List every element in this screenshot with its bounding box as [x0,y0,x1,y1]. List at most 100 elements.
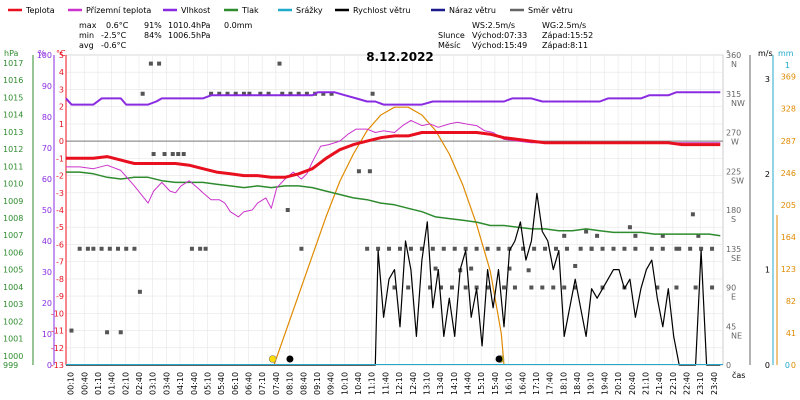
tick-time: 22:10 [669,372,678,395]
tick-time: 02:10 [121,372,130,395]
point-wind-direction [69,328,74,333]
point-wind-direction [408,246,413,251]
tick-pressure: 1015 [3,93,23,102]
tick-direction-cardinal: NE [731,331,742,340]
tick-pressure: 1002 [3,317,23,326]
point-wind-direction [77,246,82,251]
point-wind-direction [266,91,271,96]
tick-rain: 0 [785,361,790,370]
stat-sunrise: Východ:07:33 [472,31,527,40]
tick-time: 13:10 [422,372,431,395]
stat-ws: WS:2.5m/s [472,21,515,30]
point-wind-direction [633,246,638,251]
stat-avg-label: avg [79,41,94,50]
point-wind-direction [573,263,578,268]
point-wind-direction [600,246,605,251]
tick-time: 12:40 [409,372,418,395]
tick-temp: -3 [56,189,64,198]
tick-time: 23:40 [710,372,719,395]
series-pressure [66,171,721,237]
point-wind-direction [258,91,263,96]
tick-pressure: 1013 [3,128,23,137]
point-wind-direction [693,285,698,290]
point-wind-direction [622,246,627,251]
point-wind-direction [189,246,194,251]
point-wind-direction [105,330,110,335]
legend-label: Srážky [296,6,323,15]
tick-direction-cardinal: SW [731,176,744,185]
grid [66,54,723,366]
point-wind-direction [696,233,701,238]
tick-humidity: 50 [42,206,52,215]
tick-time: 16:10 [505,372,514,395]
tick-time: 18:10 [559,372,568,395]
tick-time: 23:10 [696,372,705,395]
axes: hPa% °C ° m/s mmčas1017101610151014101310121… [3,49,796,395]
stat-max-rain: 0.0mm [224,21,253,30]
point-wind-direction [85,246,90,251]
point-wind-direction [419,246,424,251]
tick-time: 20:40 [628,372,637,395]
stat-min-press: 1006.5hPa [168,31,211,40]
tick-time: 04:10 [176,372,185,395]
sun-moon-markers [268,355,505,363]
tick-direction: 180 [726,206,741,215]
point-wind-direction [521,246,526,251]
point-wind-direction [595,233,600,238]
tick-humidity: 20 [42,299,52,308]
point-wind-direction [132,246,137,251]
tick-time: 11:40 [381,372,390,395]
tick-pressure: 999 [3,361,18,370]
tick-time: 05:40 [217,372,226,395]
point-wind-direction [181,152,186,157]
point-wind-direction [356,169,361,174]
tick-direction: 225 [726,167,741,176]
stat-avg-temp: -0.6°C [101,41,127,50]
point-wind-direction [469,266,474,271]
legend-label: Teplota [25,6,55,15]
point-wind-direction [660,246,665,251]
tick-time: 17:40 [546,372,555,395]
tick-pressure: 1008 [3,214,23,223]
tick-light: 328 [781,105,796,114]
tick-direction: 270 [726,129,741,138]
tick-direction-cardinal: NW [731,99,745,108]
stat-max-hum: 91% [144,21,162,30]
tick-time: 21:40 [655,372,664,395]
point-wind-direction [496,246,501,251]
point-wind-direction [710,285,715,290]
point-wind-direction [370,91,375,96]
tick-temp: 3 [59,85,64,94]
point-wind-direction [532,246,537,251]
moon-marker [495,355,503,363]
point-wind-direction [140,91,145,96]
point-wind-direction [162,152,167,157]
point-wind-direction [198,246,203,251]
tick-time: 08:40 [299,372,308,395]
tick-light: 369 [781,73,796,82]
point-wind-direction [677,246,682,251]
tick-time: 13:40 [436,372,445,395]
point-wind-direction [441,246,446,251]
point-wind-direction [99,246,104,251]
sun-marker [268,355,277,363]
tick-temp: -7 [56,258,64,267]
axis-unit-pressure: hPa [4,49,19,58]
tick-time: 05:10 [203,372,212,395]
stat-moonset: Západ:8:11 [542,41,588,50]
tick-time: 06:10 [231,372,240,395]
axis-unit-temp: °C [56,49,66,58]
stat-moonrise: Východ:15:49 [472,41,527,50]
tick-wind: 3 [765,75,770,84]
series-layer [65,61,723,366]
legend-label: Tlak [241,6,259,15]
point-wind-direction [463,285,468,290]
axis-unit-time: čas [732,370,745,380]
point-wind-direction [280,91,285,96]
tick-humidity: 70 [42,144,52,153]
tick-time: 07:40 [272,372,281,395]
tick-time: 03:10 [149,372,158,395]
axis-unit-rain: mm [778,49,794,58]
tick-humidity: 10 [42,330,52,339]
point-wind-direction [433,266,438,271]
